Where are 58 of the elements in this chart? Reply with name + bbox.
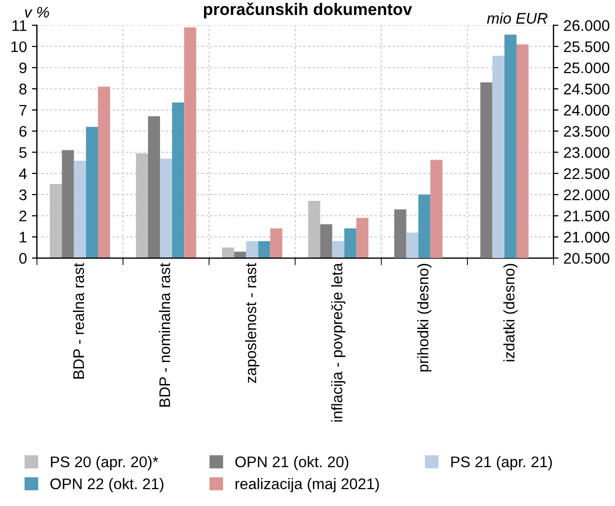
y-tick-label: 4 [19, 168, 27, 179]
x-tick-label: BDP - realna rast [72, 263, 84, 379]
bar [258, 241, 270, 258]
bar [62, 150, 74, 258]
y2-tick-label: 25.500 [564, 41, 610, 52]
y2-tick-label: 23.000 [564, 147, 610, 158]
y2-tick-label: 23.500 [564, 126, 610, 137]
y2-tick-label: 22.500 [564, 168, 610, 180]
y2-tick-label: 24.000 [564, 104, 610, 116]
x-tick-label: BDP - nominalna rast [158, 263, 170, 407]
bar [332, 241, 344, 258]
bar [270, 228, 282, 258]
y-tick-label: 0 [19, 252, 27, 264]
y-tick-label: 7 [19, 104, 26, 116]
y2-tick-label: 20.500 [564, 252, 610, 264]
bar [246, 241, 258, 258]
x-tick-label: zaposlenost - rast [245, 263, 260, 383]
x-tick-label: inflacija - povprečje leta [331, 262, 346, 422]
bar [320, 224, 332, 258]
legend-label: PS 21 (apr. 21) [451, 456, 552, 470]
legend-label: realizacija (maj 2021) [236, 478, 379, 492]
bar [136, 153, 148, 258]
legend-label: OPN 22 (okt. 21) [50, 478, 164, 492]
x-tick-label: prihodki (desno) [417, 264, 432, 372]
bar [172, 102, 184, 258]
y-tick-label: 11 [12, 20, 26, 31]
y2-axis-title: mio EUR [487, 12, 548, 24]
legend-label: OPN 21 (okt. 20) [235, 456, 348, 470]
bar [160, 158, 172, 258]
bar [74, 160, 86, 258]
bar [98, 86, 110, 258]
y-tick-label: 10 [11, 41, 27, 52]
y-tick-label: 5 [19, 147, 27, 158]
y-tick-label: 1 [20, 232, 26, 242]
bar [222, 247, 234, 258]
y2-tick-label: 21.500 [564, 210, 610, 222]
y2-tick-label: 22.000 [564, 189, 610, 200]
y-tick-label: 8 [19, 84, 27, 94]
bar [344, 228, 356, 258]
bar [86, 126, 98, 258]
y-tick-label: 3 [19, 189, 27, 200]
y-tick-label: 9 [19, 62, 26, 74]
chart-title: proračunskih dokumentov [204, 2, 412, 18]
y2-tick-label: 21.000 [564, 232, 610, 243]
bar [184, 27, 196, 258]
y2-tick-label: 25.000 [564, 62, 610, 74]
bar [50, 184, 62, 258]
y2-tick-label: 26.000 [564, 20, 610, 31]
legend-label: PS 20 (apr. 20)* [50, 456, 158, 470]
y2-tick-label: 24.500 [564, 84, 610, 94]
bar [308, 200, 320, 258]
bar [234, 252, 246, 258]
y-axis-title: v % [25, 6, 49, 18]
x-tick-label: izdatki (desno) [503, 264, 518, 362]
y-tick-label: 6 [19, 126, 27, 137]
bar [148, 116, 160, 258]
y-tick-label: 2 [19, 210, 26, 222]
bar [356, 218, 368, 258]
